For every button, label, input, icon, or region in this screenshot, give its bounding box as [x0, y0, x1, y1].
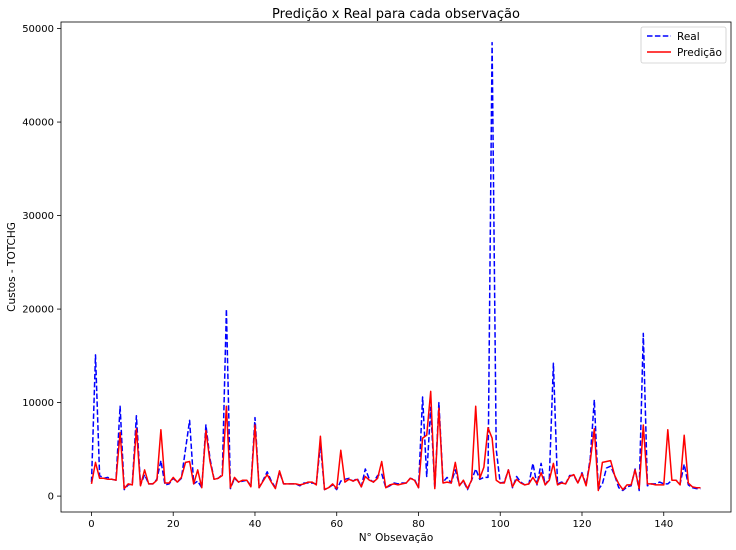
- x-tick-label: 20: [167, 519, 180, 530]
- x-tick-label: 0: [88, 519, 94, 530]
- x-tick-label: 60: [330, 519, 343, 530]
- legend-label-real: Real: [677, 31, 700, 43]
- plot-area: [60, 21, 732, 513]
- y-axis: 0 10000 20000 30000 40000 50000: [22, 24, 61, 503]
- x-tick-label: 80: [412, 519, 425, 530]
- chart-title: Predição x Real para cada observação: [272, 7, 520, 22]
- series-layer: [90, 41, 701, 492]
- legend-label-predicao: Predição: [677, 47, 722, 59]
- legend: Real Predição: [640, 26, 727, 64]
- x-tick-label: 140: [654, 519, 673, 530]
- x-tick-label: 120: [572, 519, 591, 530]
- x-axis: 0 20 40 60 80 100 120 140: [88, 512, 673, 530]
- x-tick-label: 100: [491, 519, 510, 530]
- x-tick-label: 40: [249, 519, 262, 530]
- series-line-predicao: [90, 390, 701, 492]
- y-tick-label: 20000: [22, 305, 54, 316]
- x-axis-label: N° Obsevação: [359, 532, 434, 544]
- y-tick-label: 10000: [22, 398, 54, 409]
- y-tick-label: 40000: [22, 118, 54, 129]
- legend-box: [640, 26, 727, 64]
- y-tick-label: 50000: [22, 24, 54, 35]
- y-tick-label: 0: [48, 492, 54, 503]
- y-tick-label: 30000: [22, 211, 54, 222]
- y-axis-label: Custos - TOTCHG: [6, 222, 18, 312]
